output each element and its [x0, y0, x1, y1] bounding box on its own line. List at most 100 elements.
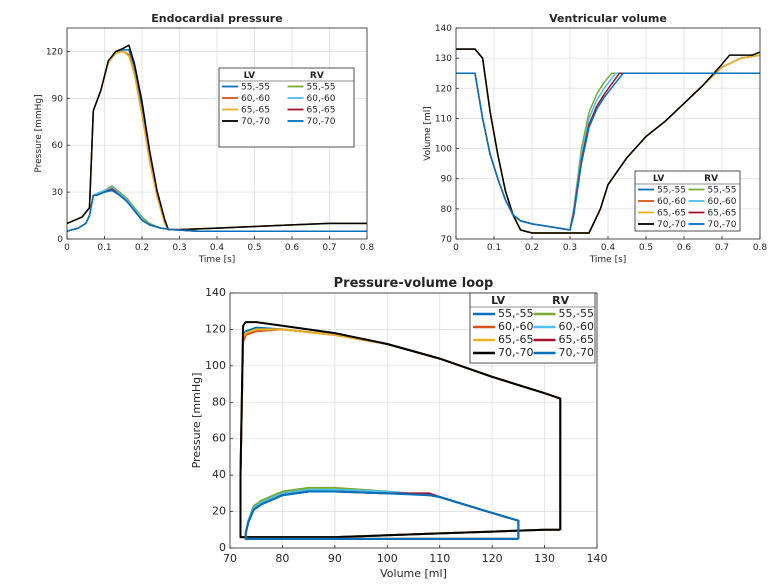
y-tick-label: 40: [212, 468, 226, 481]
legend-label-rv: 65,-65: [559, 333, 594, 346]
x-axis-label: Time [s]: [198, 255, 236, 265]
x-tick-label: 0.3: [172, 243, 186, 253]
legend-label-rv: 55,-55: [708, 186, 737, 196]
y-tick-label: 80: [212, 395, 226, 408]
legend-label-lv: 55,-55: [657, 186, 686, 196]
legend-label-rv: 60,-60: [559, 320, 594, 333]
volume-chart: 0 0.1 0.2 0.3 0.4 0.5 0.6 0.7 0.8 70 80 90 100 110 120…: [423, 12, 767, 265]
y-tick-label: 120: [46, 47, 63, 57]
x-tick-label: 0.2: [525, 243, 539, 253]
series-group: [67, 44, 367, 232]
x-tick-label: 0.5: [639, 243, 653, 253]
series-line-lv-70-70: [456, 48, 760, 234]
legend-label-lv: 55,-55: [498, 307, 533, 320]
x-tick-label: 0.7: [715, 243, 729, 253]
x-tick-label: 0.6: [285, 243, 300, 253]
y-tick-label: 70: [441, 235, 453, 245]
series-line-rv-70-70: [244, 490, 520, 540]
legend-header-rv: RV: [704, 174, 718, 184]
legend-header-lv: LV: [244, 71, 255, 81]
legend-label-lv: 70,-70: [657, 220, 686, 230]
chart-title: Endocardial pressure: [151, 12, 282, 25]
axes-frame: [455, 27, 761, 240]
y-axis-label: Volume [ml]: [423, 106, 433, 161]
x-tick-label: 0.4: [210, 243, 225, 253]
legend-label-lv: 65,-65: [241, 106, 270, 116]
x-tick-label: 0.4: [601, 243, 616, 253]
legend-header-lv: LV: [653, 174, 664, 184]
x-tick-label: 0.1: [487, 243, 501, 253]
axes-frame: [229, 292, 598, 549]
legend-label-lv: 65,-65: [498, 333, 533, 346]
y-tick-label: 110: [435, 114, 452, 124]
y-tick-label: 100: [435, 145, 452, 155]
x-tick-label: 90: [328, 552, 342, 565]
x-tick-label: 0.6: [677, 243, 692, 253]
y-tick-label: 120: [435, 84, 452, 94]
x-tick-label: 0.2: [135, 243, 149, 253]
legend-label-rv: 60,-60: [708, 197, 737, 207]
y-tick-label: 90: [52, 94, 64, 104]
chart-title: Ventricular volume: [549, 12, 667, 25]
x-axis-label: Time [s]: [589, 255, 627, 265]
legend-label-lv: 70,-70: [498, 346, 533, 359]
x-tick-label: 0.1: [97, 243, 111, 253]
x-axis-label: Volume [ml]: [380, 567, 447, 580]
legend-label-lv: 65,-65: [657, 209, 686, 219]
pv-loop-chart: 70 80 90 100 110 120 130 140 0 20 40 60 80 100 120 140 P…: [190, 276, 608, 580]
y-axis-label: Pressure [mmHg]: [34, 94, 44, 172]
legend-header-rv: RV: [310, 71, 324, 81]
y-tick-label: 60: [212, 432, 226, 445]
legend-label-lv: 55,-55: [241, 83, 270, 93]
legend-label-rv: 65,-65: [307, 106, 336, 116]
series-group: [239, 321, 562, 540]
y-tick-label: 140: [205, 286, 226, 299]
x-tick-label: 0: [64, 243, 70, 253]
x-tick-label: 0.8: [753, 243, 768, 253]
y-tick-label: 30: [52, 188, 64, 198]
y-tick-label: 90: [441, 175, 453, 185]
y-tick-label: 0: [57, 235, 63, 245]
y-tick-label: 120: [205, 322, 226, 335]
legend-label-rv: 70,-70: [559, 346, 594, 359]
y-tick-label: 130: [435, 54, 452, 64]
x-tick-label: 140: [587, 552, 608, 565]
legend-header-lv: LV: [491, 294, 505, 307]
y-tick-label: 100: [205, 359, 226, 372]
x-tick-label: 110: [429, 552, 450, 565]
y-tick-label: 0: [219, 541, 226, 554]
x-tick-label: 80: [275, 552, 289, 565]
legend-label-rv: 70,-70: [307, 117, 336, 127]
x-tick-label: 100: [377, 552, 398, 565]
y-tick-label: 60: [52, 141, 64, 151]
x-tick-label: 0.5: [247, 243, 261, 253]
x-tick-label: 130: [534, 552, 555, 565]
legend-label-rv: 65,-65: [708, 209, 737, 219]
legend-label-rv: 60,-60: [307, 94, 336, 104]
legend-label-lv: 60,-60: [498, 320, 533, 333]
x-tick-label: 0: [453, 243, 459, 253]
pressure-chart: 0 0.1 0.2 0.3 0.4 0.5 0.6 0.7 0.8 0 30 60 90 120 Endoc…: [34, 12, 374, 265]
y-tick-label: 80: [441, 205, 453, 215]
axes-frame: [66, 27, 368, 240]
legend-label-lv: 60,-60: [241, 94, 270, 104]
legend-label-rv: 55,-55: [307, 83, 336, 93]
series-line-lv-70-70: [239, 321, 562, 539]
series-line-rv-70-70: [67, 189, 367, 232]
chart-title: Pressure-volume loop: [334, 276, 494, 291]
legend-label-rv: 70,-70: [708, 220, 737, 230]
y-tick-label: 140: [435, 24, 452, 34]
legend-label-rv: 55,-55: [559, 307, 594, 320]
legend-header-rv: RV: [552, 294, 569, 307]
legend-label-lv: 70,-70: [241, 117, 270, 127]
x-tick-label: 120: [482, 552, 503, 565]
legend-label-lv: 60,-60: [657, 197, 686, 207]
x-tick-label: 0.8: [360, 243, 375, 253]
series-line-rv-70-70: [456, 72, 760, 231]
series-line-lv-70-70: [67, 44, 367, 231]
series-group: [456, 48, 760, 234]
